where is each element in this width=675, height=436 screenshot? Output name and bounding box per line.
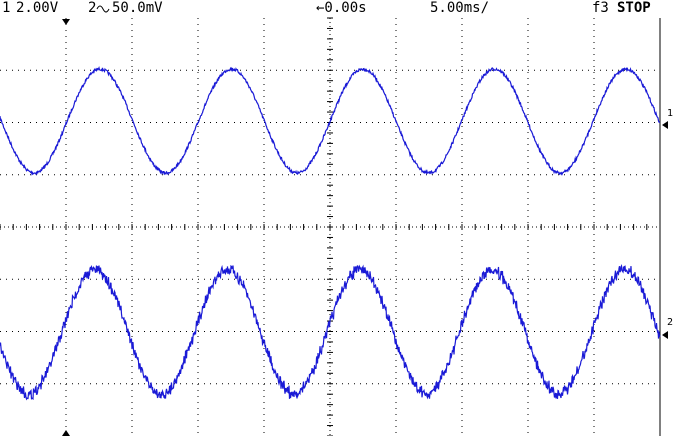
ch1-marker-label: 1	[667, 108, 673, 119]
ch1-label: 1	[2, 0, 10, 16]
trigger-position-bottom	[62, 430, 70, 436]
ch2-label: 2	[88, 0, 96, 16]
ch2-scale: 50.0mV	[112, 0, 163, 16]
ch2-waveform	[0, 263, 661, 401]
trigger-source: f3	[592, 0, 609, 16]
trigger-position-top	[62, 19, 70, 25]
ch1-scale: 2.00V	[16, 0, 59, 16]
time-offset: ←0.00s	[316, 0, 367, 16]
ch1-ground-marker	[662, 121, 668, 129]
coupling-icon	[96, 5, 110, 13]
timebase: 5.00ms/	[430, 0, 489, 16]
ch2-marker-label: 2	[667, 317, 673, 328]
ch2-ground-marker	[662, 331, 668, 339]
run-status: STOP	[617, 0, 651, 16]
ch1-waveform	[0, 65, 661, 176]
